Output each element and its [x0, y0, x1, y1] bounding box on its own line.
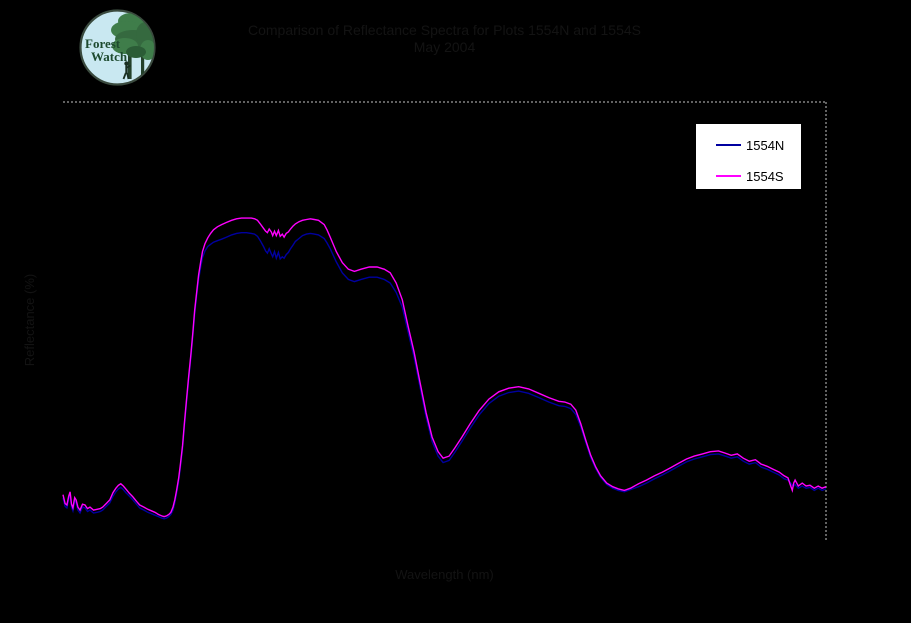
person-icon	[122, 61, 131, 80]
legend-line-1554S-icon	[716, 175, 741, 177]
legend-label-1554S: 1554S	[746, 168, 784, 184]
title-block: Comparison of Reflectance Spectra for Pl…	[63, 22, 826, 56]
y-axis-label: Reflectance (%)	[22, 273, 37, 367]
chart-title: Comparison of Reflectance Spectra for Pl…	[247, 22, 641, 38]
x-axis-label: Wavelength (nm)	[395, 567, 494, 582]
series-line-1554N	[62, 231, 827, 520]
logo-text-forest: Forest	[85, 36, 121, 51]
legend-entry-1554S: 1554S	[716, 163, 801, 189]
legend-box: 1554N 1554S	[695, 123, 802, 190]
chart-subtitle: May 2004	[413, 39, 476, 55]
legend-entry-1554N: 1554N	[716, 132, 801, 158]
legend-line-1554N-icon	[716, 144, 741, 146]
legend-label-1554N: 1554N	[746, 137, 785, 153]
logo-text-watch: Watch	[91, 49, 128, 64]
series-line-1554S	[62, 217, 827, 518]
forest-watch-logo: Forest Watch	[79, 9, 156, 86]
